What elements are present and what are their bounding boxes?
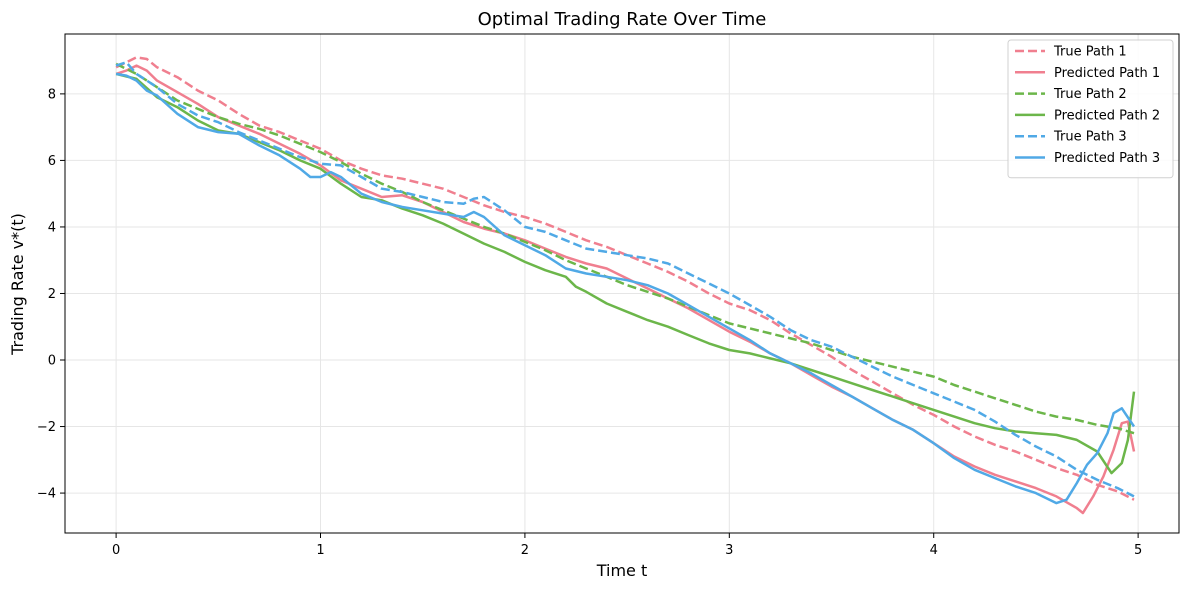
series-line-5 [115, 61, 1135, 498]
x-tick-label: 3 [725, 543, 733, 558]
series-lines [115, 56, 1136, 515]
y-axis-label: Trading Rate v*(t) [8, 213, 27, 356]
legend-label: Predicted Path 1 [1054, 66, 1160, 81]
legend-label: True Path 2 [1053, 87, 1127, 102]
y-tick-label: −4 [37, 487, 56, 502]
y-tick-label: 8 [48, 87, 56, 102]
y-tick-label: 2 [48, 287, 56, 302]
x-tick-label: 1 [316, 543, 324, 558]
series-line-3 [115, 62, 1135, 435]
chart-title: Optimal Trading Rate Over Time [478, 9, 767, 30]
legend-label: True Path 3 [1053, 130, 1127, 145]
grid [65, 34, 1179, 533]
series-line-6 [115, 72, 1136, 505]
series-line-1 [115, 56, 1135, 501]
legend-box [1007, 39, 1174, 179]
x-tick-label: 0 [112, 543, 120, 558]
legend-label: Predicted Path 3 [1054, 151, 1160, 166]
x-axis-label: Time t [596, 561, 648, 580]
plot-frame [64, 33, 1180, 534]
x-tick-label: 5 [1134, 543, 1142, 558]
y-tick-label: 6 [48, 154, 56, 169]
series-line-2 [115, 64, 1136, 515]
x-tick-label: 4 [930, 543, 938, 558]
legend: True Path 1 Predicted Path 1 True Path 2 Pr… [1007, 39, 1174, 179]
y-tick-label: 4 [48, 220, 56, 235]
series-line-4 [115, 72, 1136, 475]
y-tick-label: 0 [48, 354, 56, 369]
axis-ticks: 0 1 2 3 4 5 −4 −2 0 2 4 6 8 [37, 87, 1142, 558]
y-tick-label: −2 [37, 420, 56, 435]
legend-label: Predicted Path 2 [1054, 108, 1160, 123]
legend-label: True Path 1 [1053, 45, 1127, 60]
x-tick-label: 2 [521, 543, 529, 558]
